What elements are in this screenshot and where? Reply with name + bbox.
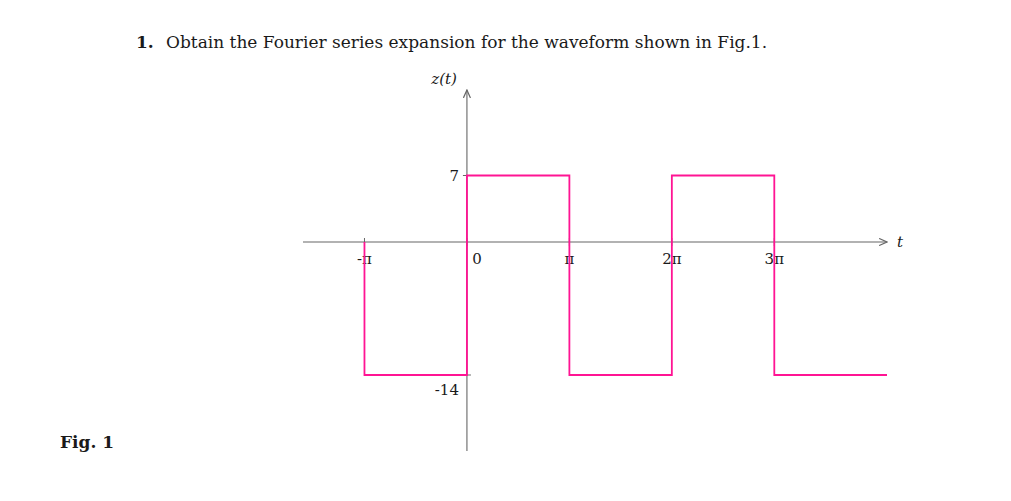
y-tick-label: -14 [435,381,459,399]
figure-label: Fig. 1 [60,432,114,452]
x-axis [303,241,887,242]
x-axis-label: t [897,233,904,251]
plot-area [364,176,887,376]
y-axis-label: z(t) [430,70,457,88]
y-tick-label: 7 [449,167,459,185]
title-number: 1. [136,32,154,52]
title: Obtain the Fourier series expansion for … [166,32,767,52]
waveform [364,176,887,376]
chart: 1. Obtain the Fourier series expansion fo… [0,0,1011,501]
x-tick-label: 0 [472,250,482,268]
